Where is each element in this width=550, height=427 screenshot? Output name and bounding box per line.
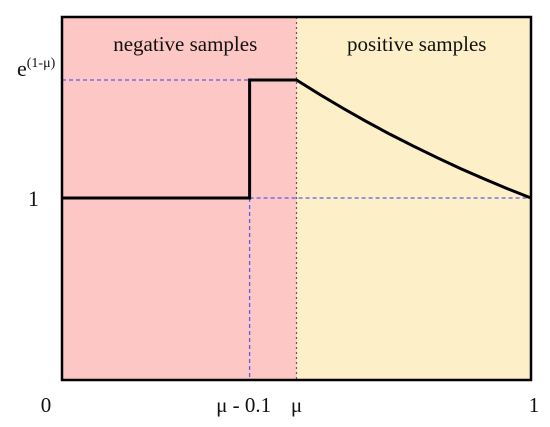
y-tick-label-1: 1 [28, 186, 39, 211]
x-tick-label-mu-minus-delta: μ - 0.1 [216, 393, 271, 417]
region-positive-label: positive samples [347, 32, 486, 56]
x-tick-label-1: 1 [529, 393, 540, 417]
y-tick-label-exp: e(1-μ) [17, 56, 56, 81]
y-tick-label-exp-base: e [17, 56, 27, 81]
x-tick-label-0: 0 [41, 393, 52, 417]
y-tick-label-exp-superscript: (1-μ) [27, 56, 56, 71]
x-tick-label-mu: μ [291, 393, 302, 417]
region-negative-label: negative samples [113, 32, 257, 56]
plot-frame [60, 15, 533, 382]
weight-curve [62, 78, 532, 200]
